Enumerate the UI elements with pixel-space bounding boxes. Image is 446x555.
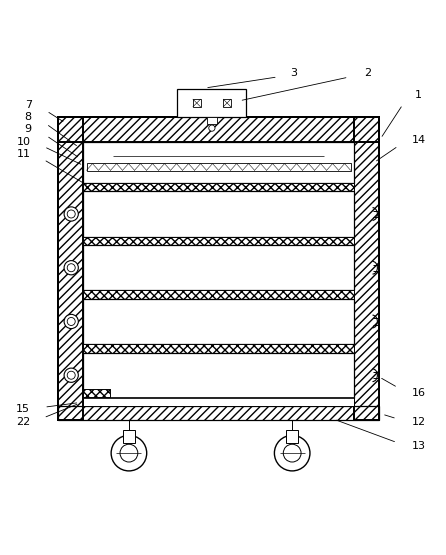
Bar bbox=[83, 183, 354, 191]
Bar bbox=[83, 290, 354, 299]
Text: 1: 1 bbox=[415, 90, 422, 100]
Text: 13: 13 bbox=[412, 441, 425, 451]
Bar bbox=[58, 118, 379, 420]
Bar bbox=[354, 118, 379, 420]
Bar bbox=[83, 236, 354, 245]
Bar bbox=[83, 389, 110, 397]
Circle shape bbox=[64, 261, 78, 275]
Bar bbox=[58, 406, 379, 420]
Circle shape bbox=[64, 207, 78, 221]
Bar bbox=[207, 118, 217, 124]
Bar bbox=[87, 163, 351, 171]
Bar bbox=[83, 191, 354, 236]
Circle shape bbox=[111, 435, 147, 471]
Bar bbox=[58, 118, 83, 420]
Text: 2: 2 bbox=[364, 68, 371, 78]
Bar bbox=[123, 430, 135, 443]
Bar bbox=[193, 99, 201, 107]
Bar bbox=[83, 183, 354, 191]
Text: 3: 3 bbox=[291, 68, 297, 78]
Bar bbox=[178, 89, 246, 118]
Bar bbox=[83, 398, 354, 406]
Bar bbox=[83, 245, 354, 290]
Bar bbox=[223, 99, 231, 107]
Text: 16: 16 bbox=[412, 388, 425, 398]
Bar bbox=[58, 118, 379, 142]
Circle shape bbox=[67, 210, 75, 218]
Bar bbox=[354, 118, 379, 420]
Circle shape bbox=[283, 444, 301, 462]
Circle shape bbox=[64, 314, 78, 329]
Bar bbox=[83, 142, 354, 183]
Bar bbox=[58, 118, 379, 142]
Circle shape bbox=[64, 368, 78, 382]
Bar bbox=[83, 344, 354, 352]
Bar bbox=[286, 430, 298, 443]
Text: 7: 7 bbox=[25, 100, 32, 110]
Bar bbox=[83, 299, 354, 344]
Text: 22: 22 bbox=[16, 417, 30, 427]
Circle shape bbox=[274, 435, 310, 471]
Text: 14: 14 bbox=[412, 135, 425, 145]
Text: 8: 8 bbox=[25, 113, 32, 123]
Bar bbox=[83, 344, 354, 352]
Bar bbox=[83, 398, 354, 406]
Circle shape bbox=[67, 371, 75, 379]
Circle shape bbox=[67, 317, 75, 325]
Circle shape bbox=[120, 444, 138, 462]
Text: 12: 12 bbox=[412, 417, 425, 427]
Bar bbox=[58, 118, 83, 420]
Bar bbox=[83, 352, 354, 398]
Text: 10: 10 bbox=[17, 137, 31, 147]
Bar bbox=[83, 290, 354, 299]
Bar bbox=[83, 389, 110, 397]
Bar bbox=[83, 397, 354, 406]
Text: 11: 11 bbox=[17, 149, 31, 159]
Circle shape bbox=[209, 125, 215, 131]
Circle shape bbox=[67, 264, 75, 272]
Text: 15: 15 bbox=[16, 403, 30, 413]
Bar bbox=[83, 236, 354, 245]
Text: 9: 9 bbox=[25, 124, 32, 134]
Bar bbox=[58, 406, 379, 420]
